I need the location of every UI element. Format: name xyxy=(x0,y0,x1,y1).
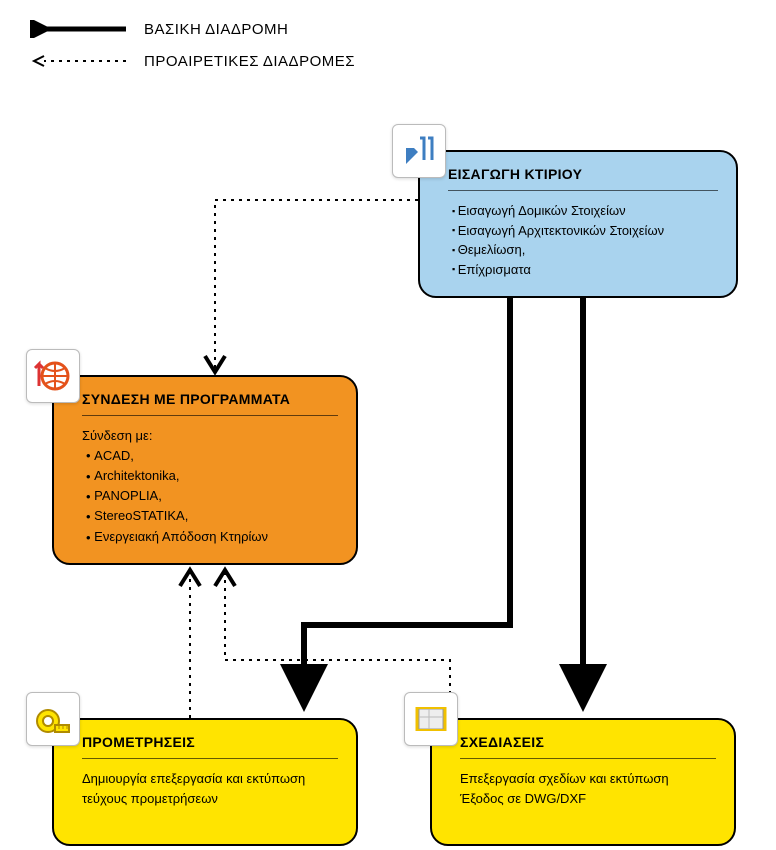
node-link-item: ACAD, xyxy=(86,446,338,466)
node-link-body: Σύνδεση με: ACAD, Architektonika, PANOPL… xyxy=(82,426,338,547)
node-building-item: Εισαγωγή Αρχιτεκτονικών Στοιχείων xyxy=(452,221,718,241)
legend: ΒΑΣΙΚΗ ΔΙΑΔΡΟΜΗ ΠΡΟΑΙΡΕΤΙΚΕΣ ΔΙΑΔΡΟΜΕΣ xyxy=(30,20,355,84)
legend-optional-label: ΠΡΟΑΙΡΕΤΙΚΕΣ ΔΙΑΔΡΟΜΕΣ xyxy=(144,53,355,70)
legend-primary: ΒΑΣΙΚΗ ΔΙΑΔΡΟΜΗ xyxy=(30,20,355,38)
node-building-item: Θεμελίωση, xyxy=(452,240,718,260)
blueprint-icon xyxy=(404,692,458,746)
node-building-title: ΕΙΣΑΓΩΓΗ ΚΤΙΡΙΟΥ xyxy=(448,166,718,191)
arrow-building-to-link-optional xyxy=(215,200,418,370)
legend-primary-label: ΒΑΣΙΚΗ ΔΙΑΔΡΟΜΗ xyxy=(144,21,288,38)
node-building: ΕΙΣΑΓΩΓΗ ΚΤΙΡΙΟΥ Εισαγωγή Δομικών Στοιχε… xyxy=(418,150,738,298)
node-link-item: Ενεργειακή Απόδοση Κτηρίων xyxy=(86,527,338,547)
node-design: ΣΧΕΔΙΑΣΕΙΣ Επεξεργασία σχεδίων και εκτύπ… xyxy=(430,718,736,846)
legend-primary-arrow-icon xyxy=(30,20,128,38)
node-link: ΣΥΝΔΕΣΗ ΜΕ ΠΡΟΓΡΑΜΜΑΤΑ Σύνδεση με: ACAD,… xyxy=(52,375,358,565)
node-measure-body: Δημιουργία επεξεργασία και εκτύπωση τεύχ… xyxy=(82,769,338,808)
legend-optional-arrow-icon xyxy=(30,52,128,70)
node-link-item: Architektonika, xyxy=(86,466,338,486)
node-building-item: Εισαγωγή Δομικών Στοιχείων xyxy=(452,201,718,221)
node-link-title: ΣΥΝΔΕΣΗ ΜΕ ΠΡΟΓΡΑΜΜΑΤΑ xyxy=(82,391,338,416)
node-building-body: Εισαγωγή Δομικών Στοιχείων Εισαγωγή Αρχι… xyxy=(448,201,718,279)
globe-export-icon xyxy=(26,349,80,403)
tape-measure-icon xyxy=(26,692,80,746)
node-link-item: PANOPLIA, xyxy=(86,486,338,506)
node-link-item: StereoSTATIKA, xyxy=(86,506,338,526)
node-building-item: Επίχρισματα xyxy=(452,260,718,280)
node-design-title: ΣΧΕΔΙΑΣΕΙΣ xyxy=(460,734,716,759)
node-measure: ΠΡΟΜΕΤΡΗΣΕΙΣ Δημιουργία επεξεργασία και … xyxy=(52,718,358,846)
legend-optional: ΠΡΟΑΙΡΕΤΙΚΕΣ ΔΙΑΔΡΟΜΕΣ xyxy=(30,52,355,70)
node-link-lead: Σύνδεση με: xyxy=(82,426,338,446)
building-icon xyxy=(392,124,446,178)
node-design-body: Επεξεργασία σχεδίων και εκτύπωση Έξοδος … xyxy=(460,769,716,808)
node-measure-title: ΠΡΟΜΕΤΡΗΣΕΙΣ xyxy=(82,734,338,759)
